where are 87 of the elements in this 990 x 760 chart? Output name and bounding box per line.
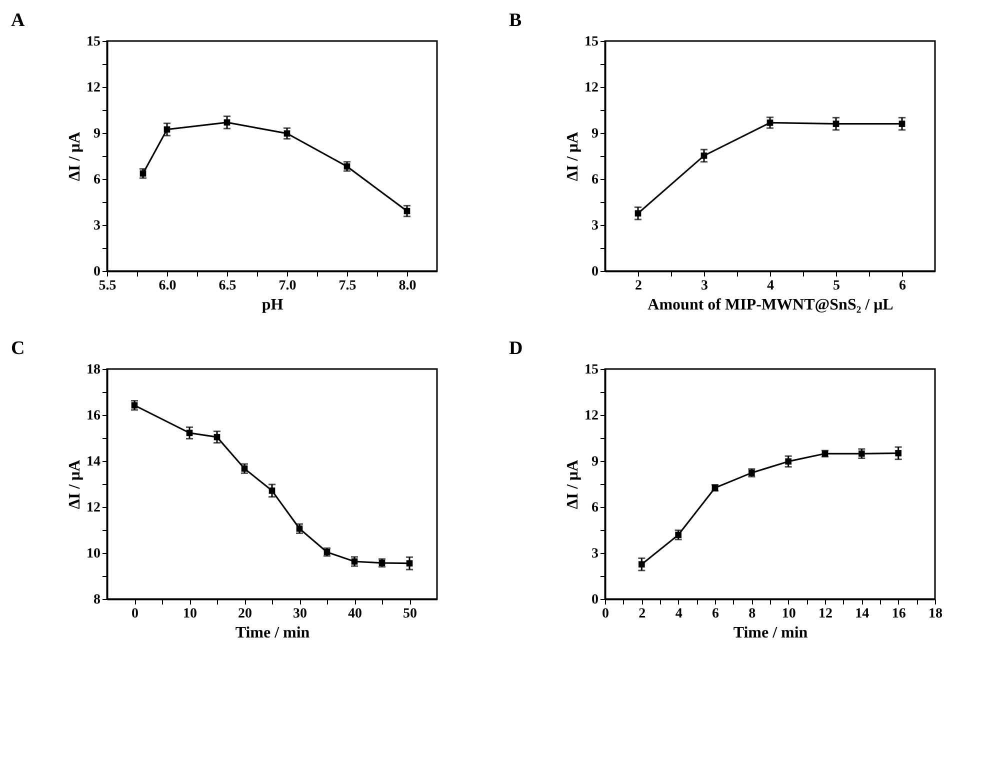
point [785, 458, 792, 465]
x-tick-label: 6 [712, 606, 719, 622]
x-tick-label: 50 [403, 606, 417, 622]
y-tick-label: 12 [584, 80, 598, 96]
x-tick-label: 8.0 [398, 278, 416, 294]
y-tick-label: 12 [86, 500, 100, 516]
x-tick-label: 7.0 [278, 278, 296, 294]
x-tick-label: 10 [183, 606, 197, 622]
point [268, 488, 276, 494]
x-tick-label: 0 [132, 606, 138, 622]
x-axis-title: Time / min [733, 624, 808, 642]
x-tick-label: 3 [701, 278, 708, 294]
point [404, 208, 410, 214]
point [224, 119, 230, 126]
point [700, 152, 708, 159]
point [832, 120, 840, 127]
point [895, 450, 902, 456]
y-tick-label: 15 [584, 34, 598, 50]
y-axis-title: ΔI / μA [66, 131, 84, 182]
x-tick-label: 5 [833, 278, 840, 294]
chart-title: C [11, 338, 25, 359]
y-tick-label: 14 [86, 454, 100, 470]
point [675, 532, 682, 538]
x-tick-label: 4 [675, 606, 682, 622]
x-tick-label: 2 [638, 606, 646, 622]
x-tick-label: 16 [892, 606, 906, 622]
y-tick-label: 6 [94, 172, 100, 188]
y-tick-label: 12 [86, 80, 100, 96]
chart-title: A [11, 10, 25, 31]
y-tick-label: 9 [592, 454, 598, 470]
x-axis-title: pH [262, 296, 284, 314]
point [241, 465, 248, 472]
y-tick-label: 9 [94, 126, 100, 142]
y-tick-label: 12 [584, 408, 598, 424]
y-tick-label: 6 [592, 500, 598, 516]
y-tick-label: 3 [592, 218, 598, 234]
y-tick-label: 10 [86, 546, 100, 562]
x-tick-label: 2 [635, 278, 642, 294]
chart-title: D [509, 338, 523, 359]
y-tick-label: 0 [94, 264, 100, 280]
y-tick-label: 6 [592, 172, 598, 188]
point [898, 120, 906, 127]
y-tick-label: 3 [94, 218, 100, 234]
x-axis-title: Time / min [235, 624, 310, 642]
x-tick-label: 20 [238, 606, 252, 622]
x-tick-label: 5.5 [98, 278, 116, 294]
point [634, 210, 642, 217]
y-tick-label: 18 [86, 362, 100, 378]
x-tick-label: 18 [928, 606, 942, 622]
point [858, 450, 865, 457]
point [351, 558, 358, 565]
y-axis-title: ΔI / μA [564, 131, 582, 182]
x-tick-label: 12 [818, 606, 832, 622]
x-tick-label: 7.5 [338, 278, 356, 294]
x-tick-label: 14 [855, 606, 870, 622]
y-tick-label: 8 [94, 592, 100, 608]
y-tick-label: 15 [584, 362, 598, 378]
y-tick-label: 9 [592, 126, 598, 142]
x-tick-label: 8 [748, 606, 756, 622]
point [296, 525, 303, 532]
point [766, 120, 774, 126]
point [344, 163, 350, 170]
point [284, 130, 290, 137]
x-tick-label: 6.0 [158, 278, 176, 294]
x-tick-label: 6 [899, 278, 906, 294]
x-tick-label: 30 [293, 606, 307, 622]
x-tick-label: 0 [602, 606, 609, 622]
y-tick-label: 0 [592, 592, 598, 608]
point [131, 402, 138, 409]
point [406, 560, 413, 567]
chart-title: B [509, 10, 522, 31]
y-tick-label: 15 [86, 34, 100, 50]
point [186, 430, 193, 436]
point [214, 434, 220, 440]
point [140, 170, 146, 177]
x-tick-label: 4 [767, 278, 774, 294]
point [164, 126, 170, 133]
y-tick-label: 16 [86, 408, 100, 424]
x-tick-label: 40 [348, 606, 362, 622]
y-tick-label: 0 [592, 264, 598, 280]
x-tick-label: 6.5 [218, 278, 236, 294]
point [638, 561, 645, 568]
y-tick-label: 3 [592, 546, 598, 562]
x-tick-label: 10 [782, 606, 796, 622]
y-axis-title: ΔI / μA [564, 459, 582, 510]
x-axis-title: Amount of MIP-MWNT@SnS₂ / μL [648, 296, 894, 314]
y-axis-title: ΔI / μA [66, 459, 84, 510]
